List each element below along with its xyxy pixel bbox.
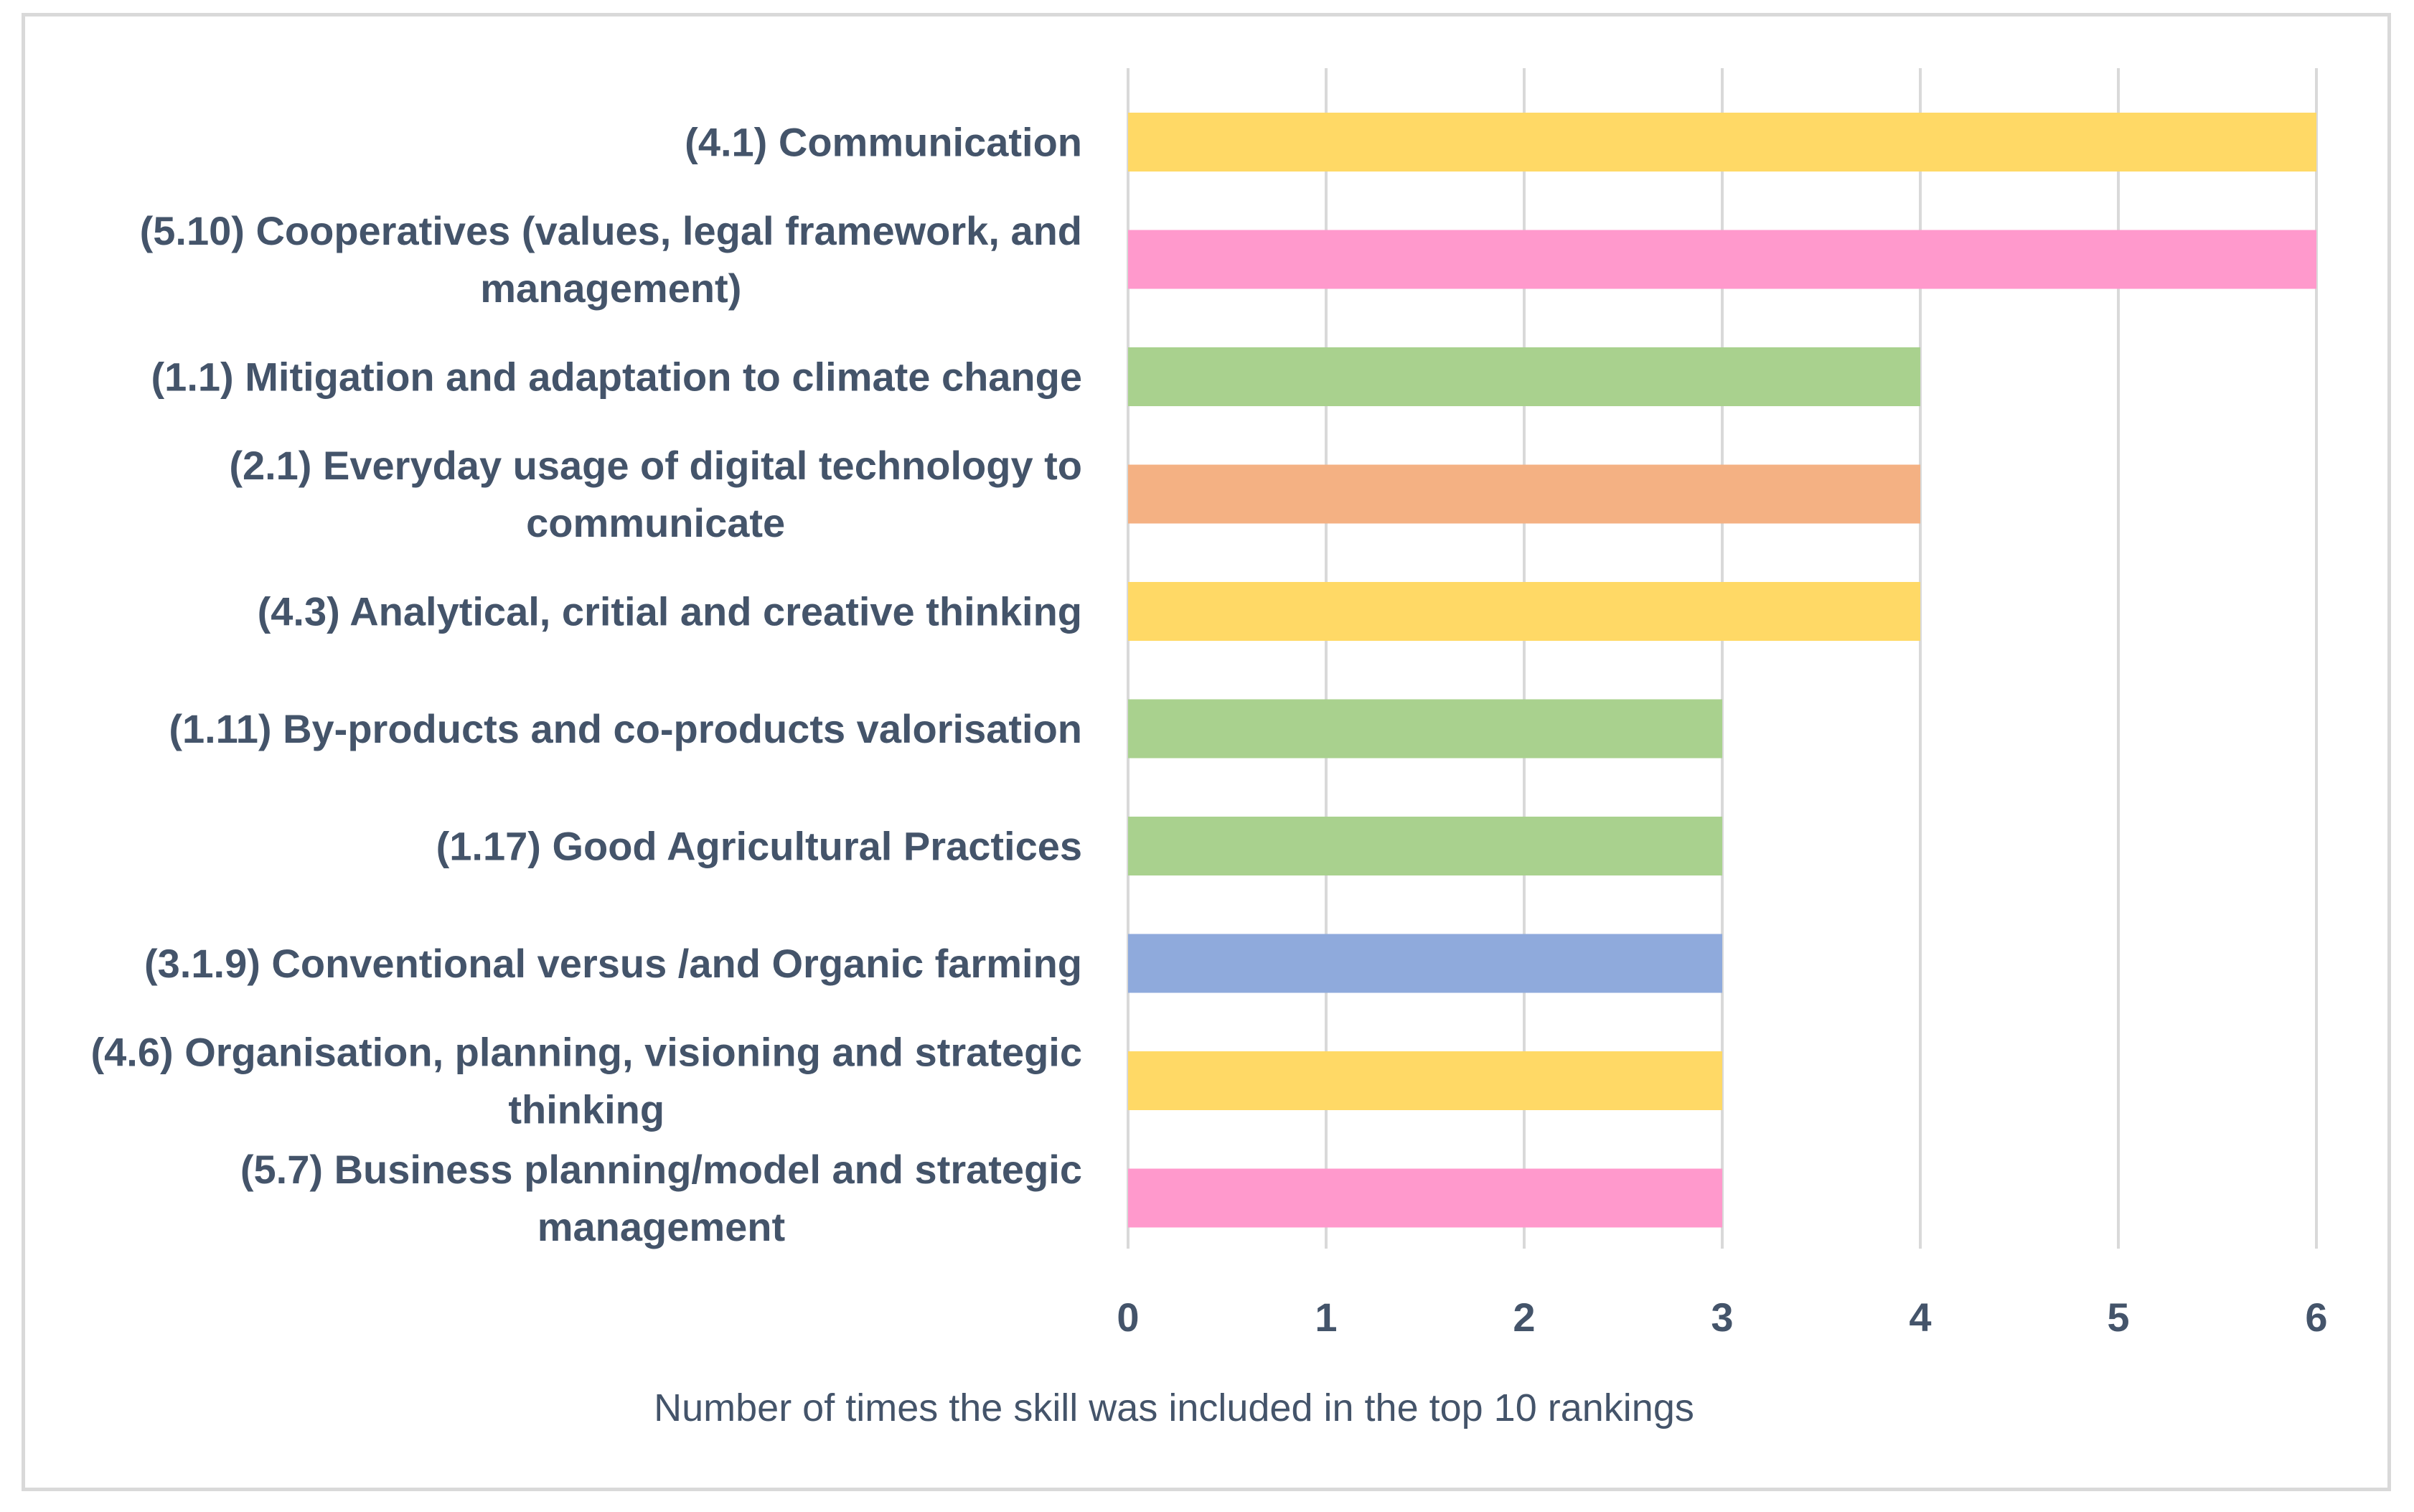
category-label: (1.17) Good Agricultural Practices — [436, 824, 1082, 869]
x-tick-label: 0 — [1117, 1295, 1139, 1340]
category-label: (5.7) Business planning/model and strate… — [240, 1147, 1082, 1192]
bar-5 — [1128, 699, 1722, 759]
x-tick-label: 6 — [2305, 1295, 2327, 1340]
category-label: (4.3) Analytical, critial and creative t… — [258, 589, 1082, 634]
category-label: (1.1) Mitigation and adaptation to clima… — [151, 354, 1082, 400]
category-label: (2.1) Everyday usage of digital technolo… — [229, 443, 1082, 488]
bar-9 — [1128, 1168, 1722, 1228]
x-tick-label: 3 — [1711, 1295, 1733, 1340]
x-tick-label: 4 — [1909, 1295, 1931, 1340]
bar-8 — [1128, 1051, 1722, 1110]
bar-0 — [1128, 113, 2316, 172]
bars — [1128, 113, 2316, 1228]
category-label: management) — [480, 266, 741, 311]
category-label: (3.1.9) Conventional versus /and Organic… — [144, 941, 1082, 986]
category-label: (5.10) Cooperatives (values, legal frame… — [140, 208, 1082, 253]
x-tick-label: 1 — [1315, 1295, 1337, 1340]
bar-1 — [1128, 230, 2316, 289]
category-label: management — [537, 1204, 785, 1249]
bar-3 — [1128, 464, 1920, 524]
category-label: thinking — [508, 1087, 664, 1132]
category-label: (4.1) Communication — [685, 120, 1082, 165]
x-axis-ticks: 0 1 2 3 4 5 6 — [1117, 1295, 2327, 1340]
bar-4 — [1128, 582, 1920, 641]
x-tick-label: 2 — [1513, 1295, 1535, 1340]
category-label: (4.6) Organisation, planning, visioning … — [90, 1030, 1082, 1075]
bar-7 — [1128, 934, 1722, 993]
x-tick-label: 5 — [2107, 1295, 2129, 1340]
category-label: (1.11) By-products and co-products valor… — [169, 706, 1082, 751]
category-labels: (4.1) Communication (5.10) Cooperatives (… — [90, 120, 1082, 1250]
bar-6 — [1128, 817, 1722, 875]
bar-2 — [1128, 347, 1920, 406]
category-label: communicate — [526, 500, 785, 545]
x-axis-title: Number of times the skill was included i… — [654, 1386, 1694, 1429]
